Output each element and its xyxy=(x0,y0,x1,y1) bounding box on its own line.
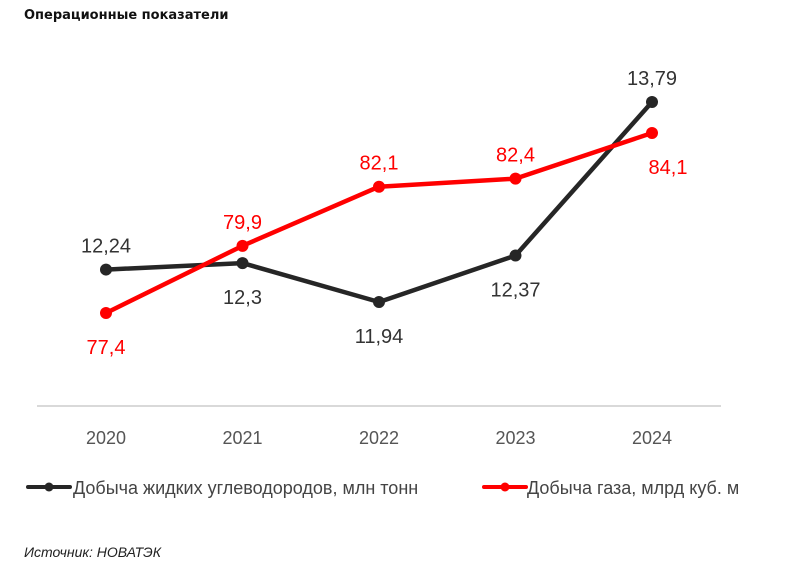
legend-label: Добыча жидких углеводородов, млн тонн xyxy=(73,478,418,498)
x-tick-label: 2020 xyxy=(86,428,126,448)
data-point xyxy=(646,127,658,139)
data-label: 84,1 xyxy=(649,157,688,179)
legend-marker-icon xyxy=(500,482,510,492)
legend-label: Добыча газа, млрд куб. м xyxy=(527,478,739,498)
data-point xyxy=(100,263,112,276)
data-point xyxy=(236,257,249,270)
data-point xyxy=(509,172,522,185)
legend-item-2: Добыча газа, млрд куб. м xyxy=(482,478,739,498)
data-label: 12,37 xyxy=(490,280,540,302)
data-label: 12,3 xyxy=(223,287,262,309)
data-point xyxy=(373,296,385,308)
legend-marker-icon xyxy=(44,482,54,492)
data-point xyxy=(373,180,385,193)
x-tick-label: 2023 xyxy=(495,428,535,448)
data-point xyxy=(100,307,112,319)
data-label: 11,94 xyxy=(355,326,404,348)
legend-item-1: Добыча жидких углеводородов, млн тонн xyxy=(26,478,418,498)
data-label: 77,4 xyxy=(87,337,126,359)
data-point xyxy=(236,239,249,252)
series-1: 12,24 12,3 11,94 12,37 13,79 xyxy=(81,68,677,348)
data-label: 82,4 xyxy=(496,145,535,167)
data-point xyxy=(509,249,522,262)
x-tick-label: 2024 xyxy=(632,428,672,448)
data-label: 79,9 xyxy=(223,212,262,234)
x-tick-label: 2021 xyxy=(222,428,262,448)
data-label: 13,79 xyxy=(627,68,677,90)
data-label: 12,24 xyxy=(81,236,131,258)
data-point xyxy=(646,96,658,108)
chart-title: Операционные показатели xyxy=(24,8,229,23)
x-tick-label: 2022 xyxy=(359,428,399,448)
source-note: Источник: НОВАТЭК xyxy=(24,544,161,560)
series-2: 77,4 79,9 82,1 82,4 84,1 xyxy=(87,127,688,359)
data-label: 82,1 xyxy=(360,153,399,175)
